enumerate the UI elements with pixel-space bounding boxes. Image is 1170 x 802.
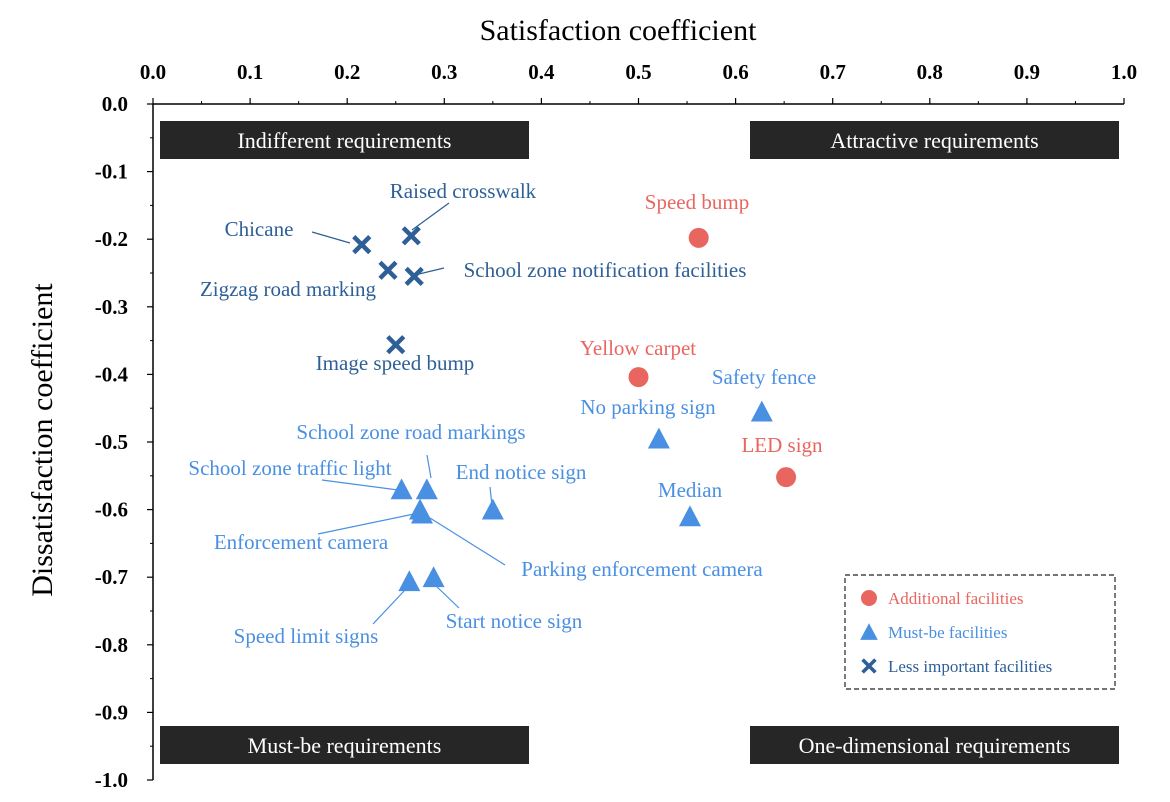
y-tick-label: -1.0 (95, 768, 128, 792)
connector-raised-crosswalk (411, 202, 450, 231)
x-tick-label: 0.6 (722, 60, 748, 84)
label-image-speed-bump: Image speed bump (316, 351, 475, 375)
connector-enforcement-camera (317, 513, 415, 535)
marker-median (678, 505, 701, 527)
marker-led-sign (776, 467, 797, 488)
label-enforcement-camera: Enforcement camera (214, 530, 389, 554)
marker-image-speed-bump (386, 335, 406, 355)
x-tick-label: 0.9 (1014, 60, 1040, 84)
marker-safety-fence (750, 400, 773, 422)
x-axis-title: Satisfaction coefficient (480, 14, 758, 47)
label-parking-enforcement-camera: Parking enforcement camera (521, 557, 763, 581)
x-tick-label: 0.5 (625, 60, 651, 84)
label-connectors (311, 202, 506, 625)
label-chicane: Chicane (225, 217, 294, 241)
quadrant-box (750, 121, 1119, 159)
y-tick-label: -0.3 (95, 295, 128, 319)
y-axis-title: Dissatisfaction coefficient (26, 283, 59, 597)
marker-school-zone-traffic-light (390, 478, 413, 500)
quadrant-labels: Indifferent requirements Attractive requi… (160, 121, 1119, 764)
legend-label: Must-be facilities (888, 623, 1007, 642)
marker-parking-enforcement-camera (410, 502, 433, 524)
marker-speed-limit-signs (398, 570, 421, 592)
x-tick-label: 0.4 (528, 60, 555, 84)
y-tick-label: -0.7 (95, 565, 128, 589)
y-tick-label: -0.6 (95, 498, 128, 522)
quadrant-box (160, 121, 529, 159)
marker-yellow-carpet (628, 367, 649, 388)
y-tick-label: -0.8 (95, 633, 128, 657)
legend-marker-cross (861, 658, 877, 674)
quadrant-top-right: Attractive requirements (750, 121, 1119, 159)
x-tick-label: 0.0 (140, 60, 166, 84)
marker-speed-bump (688, 227, 709, 248)
label-end-notice-sign: End notice sign (456, 460, 587, 484)
marker-zigzag-road-marking (378, 260, 398, 280)
quadrant-top-left: Indifferent requirements (160, 121, 529, 159)
label-led-sign: LED sign (741, 433, 823, 457)
x-tick-label: 0.7 (820, 60, 846, 84)
quadrant-label: Indifferent requirements (237, 128, 451, 153)
axes: 0.0 0.1 0.2 0.3 0.4 0.5 0.6 0.7 0.8 0.9 1.0 0.0 -0.1… (95, 60, 1137, 792)
connector-school-zone-notification-facilities (418, 267, 445, 275)
legend-label: Less important facilities (888, 657, 1052, 676)
legend-marker-circle (861, 590, 877, 606)
label-safety-fence: Safety fence (712, 365, 816, 389)
connector-school-zone-road-markings (426, 454, 432, 479)
legend-box (844, 574, 1116, 690)
legend-marker-triangle (860, 623, 878, 640)
data-markers (352, 226, 797, 592)
label-raised-crosswalk: Raised crosswalk (390, 179, 537, 203)
label-school-zone-notification-facilities: School zone notification facilities (464, 258, 747, 282)
quadrant-bottom-right: One-dimensional requirements (750, 726, 1119, 764)
quadrant-label: One-dimensional requirements (799, 733, 1071, 758)
x-tick-label: 0.8 (917, 60, 943, 84)
connector-speed-limit-signs (372, 589, 406, 625)
y-tick-label: 0.0 (102, 92, 128, 116)
label-no-parking-sign: No parking sign (580, 395, 716, 419)
legend: Additional facilities Must-be facilities L… (844, 574, 1116, 690)
legend-item-must-be-facilities: Must-be facilities (860, 623, 1007, 642)
x-tick-label: 0.2 (334, 60, 360, 84)
point-labels: Speed bump Yellow carpet LED sign Safety fe… (188, 179, 823, 648)
marker-no-parking-sign (647, 427, 670, 449)
quadrant-box (750, 726, 1119, 764)
marker-end-notice-sign (481, 498, 504, 520)
quadrant-box (160, 726, 529, 764)
label-zigzag-road-marking: Zigzag road marking (200, 277, 377, 301)
label-school-zone-traffic-light: School zone traffic light (188, 456, 391, 480)
connector-school-zone-traffic-light (321, 479, 399, 491)
legend-item-additional-facilities: Additional facilities (861, 589, 1024, 608)
y-tick-label: -0.4 (95, 362, 129, 386)
label-start-notice-sign: Start notice sign (446, 609, 583, 633)
x-tick-label: 1.0 (1111, 60, 1137, 84)
label-speed-bump: Speed bump (645, 190, 749, 214)
connector-parking-enforcement-camera (429, 517, 506, 566)
x-tick-label: 0.1 (237, 60, 263, 84)
quadrant-label: Must-be requirements (248, 733, 442, 758)
marker-start-notice-sign (422, 566, 445, 588)
label-speed-limit-signs: Speed limit signs (234, 624, 379, 648)
connector-start-notice-sign (433, 583, 460, 609)
marker-chicane (352, 235, 372, 255)
quadrant-label: Attractive requirements (830, 128, 1038, 153)
connector-chicane (311, 231, 351, 244)
legend-item-less-important-facilities: Less important facilities (861, 657, 1052, 676)
y-tick-label: -0.9 (95, 700, 128, 724)
quadrant-bottom-left: Must-be requirements (160, 726, 529, 764)
legend-label: Additional facilities (888, 589, 1024, 608)
marker-school-zone-road-markings (415, 478, 438, 500)
label-school-zone-road-markings: School zone road markings (296, 420, 525, 444)
marker-school-zone-notification-facilities (404, 266, 424, 286)
y-tick-label: -0.2 (95, 227, 128, 251)
x-tick-label: 0.3 (431, 60, 457, 84)
marker-raised-crosswalk (401, 226, 421, 246)
label-yellow-carpet: Yellow carpet (580, 336, 696, 360)
y-tick-label: -0.5 (95, 430, 128, 454)
label-median: Median (658, 478, 723, 502)
y-tick-label: -0.1 (95, 160, 128, 184)
